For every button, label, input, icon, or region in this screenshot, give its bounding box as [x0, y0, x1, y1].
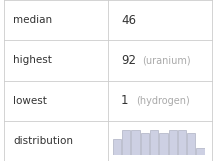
Text: highest: highest	[13, 55, 52, 65]
Bar	[159, 133, 168, 155]
Bar	[122, 130, 130, 155]
Bar	[113, 139, 121, 155]
Text: 46: 46	[121, 14, 136, 27]
Text: median: median	[13, 15, 52, 25]
Bar	[187, 133, 195, 155]
Bar	[131, 130, 140, 155]
Bar	[178, 130, 186, 155]
Bar	[141, 133, 149, 155]
Text: lowest: lowest	[13, 96, 47, 106]
Text: 1: 1	[121, 94, 129, 107]
Text: distribution: distribution	[13, 136, 73, 146]
Text: 92: 92	[121, 54, 136, 67]
Bar	[196, 148, 205, 155]
Text: (uranium): (uranium)	[143, 55, 191, 65]
Text: (hydrogen): (hydrogen)	[136, 96, 190, 106]
Bar	[150, 130, 158, 155]
Bar	[168, 130, 177, 155]
